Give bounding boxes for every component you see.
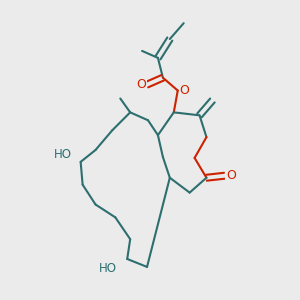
Text: HO: HO (54, 148, 72, 161)
Text: HO: HO (98, 262, 116, 275)
Text: O: O (136, 78, 146, 91)
Text: O: O (226, 169, 236, 182)
Text: O: O (180, 84, 190, 97)
